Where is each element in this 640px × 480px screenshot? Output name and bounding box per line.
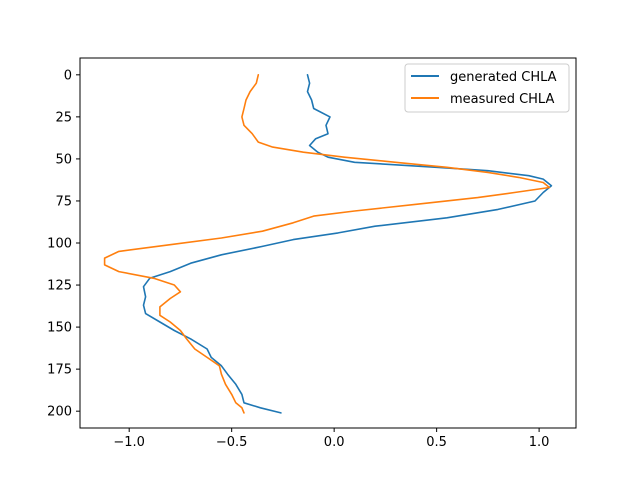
legend-label-measured: measured CHLA <box>450 92 554 107</box>
legend-label-generated: generated CHLA <box>450 70 557 85</box>
y-tick-label: 150 <box>47 321 72 336</box>
y-tick-label: 175 <box>47 363 72 378</box>
y-tick-label: 25 <box>55 110 72 125</box>
x-tick-label: 0.5 <box>426 435 447 450</box>
y-tick-label: 100 <box>47 237 72 252</box>
y-tick-label: 200 <box>47 405 72 420</box>
x-axis: −1.0 −0.5 0.0 0.5 1.0 <box>113 428 549 450</box>
x-tick-label: −1.0 <box>113 435 145 450</box>
x-tick-label: −0.5 <box>216 435 248 450</box>
x-tick-label: 1.0 <box>529 435 550 450</box>
y-tick-label: 125 <box>47 279 72 294</box>
y-axis: 0 25 50 75 100 125 150 175 200 <box>47 68 80 420</box>
series-line-measured-chla <box>103 74 551 414</box>
y-tick-label: 75 <box>55 194 72 209</box>
legend-box <box>404 63 570 113</box>
series-line-generated-chla <box>142 74 553 414</box>
legend: generated CHLA measured CHLA <box>404 63 570 113</box>
y-tick-label: 0 <box>64 68 72 83</box>
series-layer <box>103 74 553 414</box>
x-tick-label: 0.0 <box>324 435 345 450</box>
y-tick-label: 50 <box>55 152 72 167</box>
